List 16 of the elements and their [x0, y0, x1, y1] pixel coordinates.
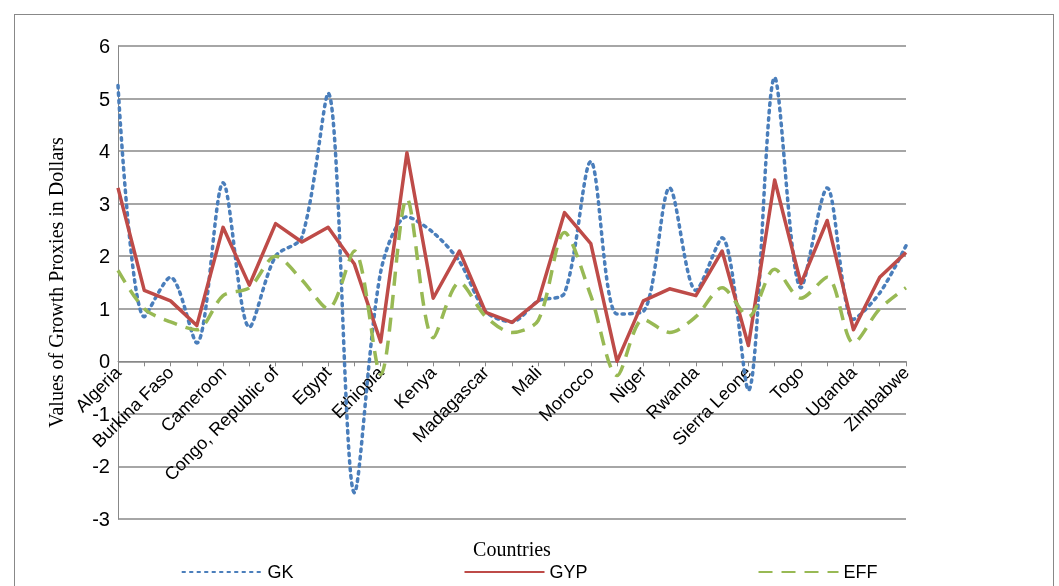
- y-tick-label: 2: [98, 245, 110, 268]
- y-tick-label: 5: [98, 87, 110, 110]
- line-series: [116, 150, 908, 364]
- y-tick-label: -3: [92, 508, 110, 530]
- y-tick-label: 1: [98, 297, 110, 320]
- x-tick-label: Togo: [766, 362, 808, 404]
- x-axis-title: Countries: [473, 538, 552, 561]
- y-tick-label: 3: [98, 192, 110, 215]
- y-axis-title: Values of Growth Proxies in Dollars: [45, 137, 67, 428]
- y-tick-label: 0: [98, 350, 110, 373]
- legend-label: EFF: [843, 562, 878, 582]
- legend-label: GK: [267, 562, 294, 582]
- legend-label: GYP: [549, 562, 588, 582]
- y-tick-label: 4: [98, 140, 110, 163]
- y-tick-label: -2: [92, 455, 110, 478]
- y-tick-label: 6: [98, 35, 110, 57]
